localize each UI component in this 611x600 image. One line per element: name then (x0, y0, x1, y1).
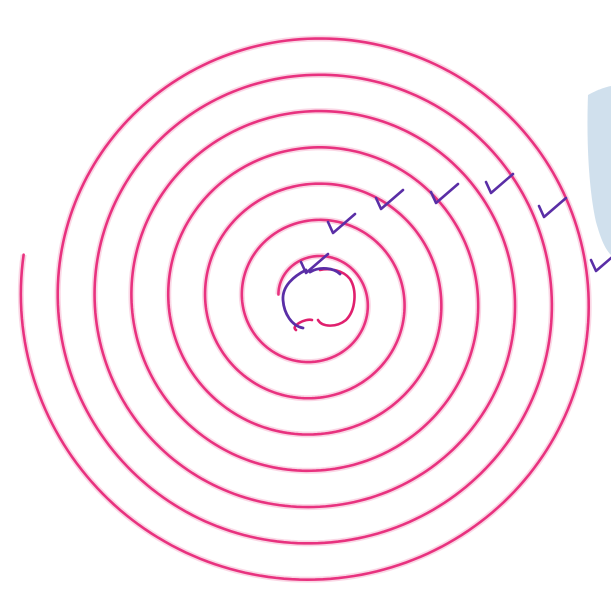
checkmark-trail (299, 172, 611, 275)
center-scribble-purple (281, 267, 342, 330)
checkmark (326, 212, 357, 235)
backdrop-blue-shape (587, 86, 611, 255)
spiral (17, 35, 592, 583)
checkmark (537, 196, 568, 219)
center-scribble (281, 267, 356, 332)
checkmark (429, 182, 460, 205)
center-scribble-red (293, 267, 356, 332)
checkmark (589, 256, 611, 273)
spiral-line (19, 37, 591, 581)
checkmark (484, 172, 515, 195)
checkmark (299, 252, 330, 275)
checkmark (374, 188, 405, 211)
